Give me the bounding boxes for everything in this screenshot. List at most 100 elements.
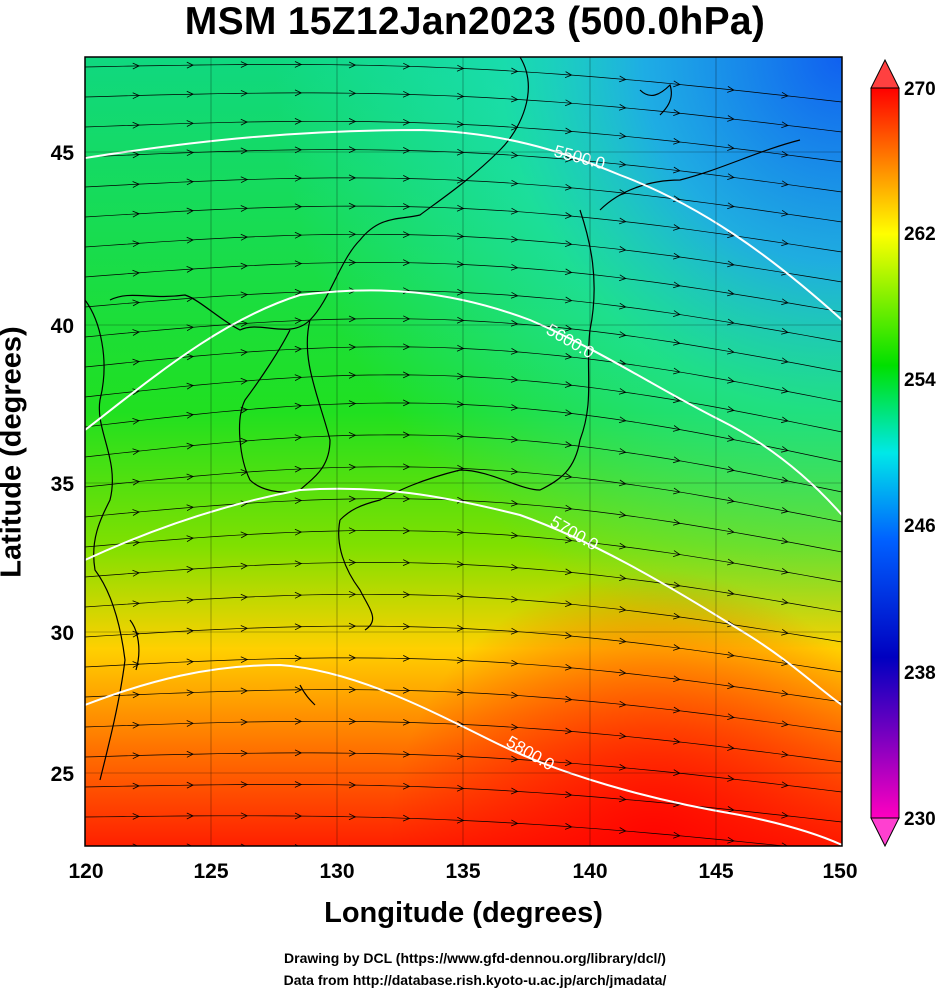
y-tick-label: 40 bbox=[51, 315, 74, 338]
streamline-arrowhead bbox=[456, 784, 465, 792]
streamline-arrowhead bbox=[402, 655, 411, 662]
streamline-arrowhead bbox=[510, 659, 519, 667]
y-tick-label: 25 bbox=[51, 763, 75, 786]
streamline-arrowhead bbox=[132, 448, 141, 456]
streamline-arrowhead bbox=[618, 764, 627, 771]
streamline-arrowhead bbox=[781, 537, 789, 545]
streamline-arrowhead bbox=[672, 281, 681, 289]
streamline-arrowhead bbox=[564, 381, 573, 388]
streamline-arrowhead bbox=[348, 527, 357, 535]
streamline-arrowhead bbox=[618, 246, 627, 253]
streamline-arrowhead bbox=[510, 436, 519, 443]
streamline-arrowhead bbox=[726, 496, 735, 504]
streamline-arrowhead bbox=[402, 495, 411, 503]
streamline-arrowhead bbox=[402, 90, 411, 98]
x-tick-label: 145 bbox=[698, 860, 733, 883]
streamline-arrowhead bbox=[564, 441, 573, 448]
streamline-arrowhead bbox=[564, 759, 573, 767]
streamline-arrowhead bbox=[726, 466, 735, 473]
streamline-arrowhead bbox=[619, 827, 627, 834]
streamline-arrowhead bbox=[456, 528, 465, 536]
streamline-arrowhead bbox=[348, 590, 357, 598]
streamline-arrowhead bbox=[510, 95, 519, 103]
streamline-arrowhead bbox=[240, 291, 249, 299]
streamline-arrowhead bbox=[781, 507, 789, 514]
streamline-arrowhead bbox=[564, 695, 573, 703]
streamline-arrowhead bbox=[348, 749, 357, 757]
streamline-arrowhead bbox=[672, 456, 681, 464]
streamline-arrowhead bbox=[618, 574, 627, 582]
streamline-arrowhead bbox=[727, 144, 735, 151]
streamline-arrowhead bbox=[402, 203, 411, 210]
streamline-arrowhead bbox=[402, 527, 411, 535]
streamline-arrowhead bbox=[618, 388, 627, 395]
streamline-arrowhead bbox=[240, 176, 249, 184]
streamline-arrowhead bbox=[672, 339, 681, 346]
streamline-arrowhead bbox=[348, 686, 357, 693]
streamline-arrowhead bbox=[726, 558, 735, 566]
streamline-arrowhead bbox=[294, 402, 303, 410]
streamline-arrowhead bbox=[133, 874, 139, 880]
height-contours bbox=[85, 128, 842, 846]
colorbar-tick-label: 270 bbox=[904, 79, 936, 100]
colorbar-tick-label: 238 bbox=[904, 663, 936, 684]
streamline-arrowhead bbox=[564, 268, 573, 276]
streamline-arrowhead bbox=[510, 376, 519, 383]
streamline-arrowhead bbox=[132, 843, 139, 846]
streamline-arrowhead bbox=[619, 859, 626, 865]
streamline-arrowhead bbox=[132, 62, 141, 70]
streamline-arrowhead bbox=[618, 479, 627, 487]
streamline-arrowhead bbox=[672, 252, 681, 260]
streamline-arrowhead bbox=[186, 236, 195, 244]
streamline-arrowhead bbox=[294, 686, 303, 694]
streamline-arrowhead bbox=[294, 317, 303, 325]
streamline-arrowhead bbox=[726, 289, 735, 297]
streamline-arrowhead bbox=[240, 750, 249, 757]
streamline-arrowhead bbox=[510, 500, 519, 507]
colorbar-scale bbox=[870, 87, 900, 819]
streamline-arrowhead bbox=[564, 212, 573, 219]
x-tick-label: 150 bbox=[822, 860, 857, 883]
streamline-arrowhead bbox=[456, 92, 465, 100]
streamline-arrowhead bbox=[348, 372, 357, 379]
streamline-arrowhead bbox=[727, 651, 735, 659]
streamline-arrowhead bbox=[402, 463, 411, 471]
streamline-arrowhead bbox=[564, 155, 573, 163]
streamline-arrowhead bbox=[348, 495, 357, 503]
streamline-arrowhead bbox=[456, 372, 465, 380]
streamline-arrowhead bbox=[618, 448, 627, 455]
streamline-arrowhead bbox=[348, 718, 357, 725]
streamline-arrowhead bbox=[240, 718, 249, 726]
streamline-arrowhead bbox=[456, 120, 465, 128]
streamline-arrowhead bbox=[240, 687, 249, 695]
streamline-arrowhead bbox=[186, 149, 195, 157]
streamline-arrowhead bbox=[781, 598, 789, 606]
streamline-arrowhead bbox=[186, 504, 195, 512]
streamline-arrowhead bbox=[510, 348, 519, 355]
streamline-arrowhead bbox=[618, 700, 627, 708]
streamline-arrowhead bbox=[240, 437, 249, 445]
streamline-arrowhead bbox=[240, 500, 249, 508]
streamline-arrowhead bbox=[186, 207, 195, 215]
streamline-arrowhead bbox=[132, 269, 141, 277]
colorbar-tick-label: 262 bbox=[904, 224, 936, 245]
streamline-arrowhead bbox=[294, 434, 303, 441]
x-tick-label: 125 bbox=[193, 860, 228, 883]
streamline-arrowhead bbox=[564, 504, 573, 512]
streamline-arrowhead bbox=[618, 160, 627, 168]
streamline-arrowhead bbox=[672, 612, 681, 620]
streamline-arrowhead bbox=[781, 150, 789, 158]
streamline-arrowhead bbox=[456, 232, 465, 240]
streamline-arrowhead bbox=[186, 596, 195, 604]
streamline-arrowhead bbox=[726, 435, 735, 442]
streamline-arrowhead bbox=[132, 388, 141, 396]
streamline-arrowhead bbox=[348, 259, 357, 266]
streamline-arrowhead bbox=[618, 416, 627, 424]
streamline-arrowhead bbox=[510, 755, 519, 763]
streamline-arrowhead bbox=[456, 496, 465, 504]
streamline-arrowhead bbox=[240, 812, 249, 820]
grid bbox=[85, 57, 842, 846]
credit-drawing: Drawing by DCL (https://www.gfd-dennou.o… bbox=[284, 950, 666, 966]
streamline-arrowhead bbox=[564, 568, 573, 576]
streamline-arrowhead bbox=[781, 811, 789, 819]
